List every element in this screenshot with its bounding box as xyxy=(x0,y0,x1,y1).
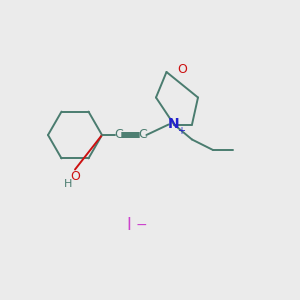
Text: I: I xyxy=(127,216,131,234)
Text: H: H xyxy=(64,178,72,189)
Text: −: − xyxy=(135,218,147,232)
Text: C: C xyxy=(138,128,147,142)
Text: O: O xyxy=(70,169,80,183)
Text: +: + xyxy=(177,126,184,136)
Text: N: N xyxy=(168,118,180,131)
Text: C: C xyxy=(114,128,123,142)
Text: O: O xyxy=(177,63,187,76)
